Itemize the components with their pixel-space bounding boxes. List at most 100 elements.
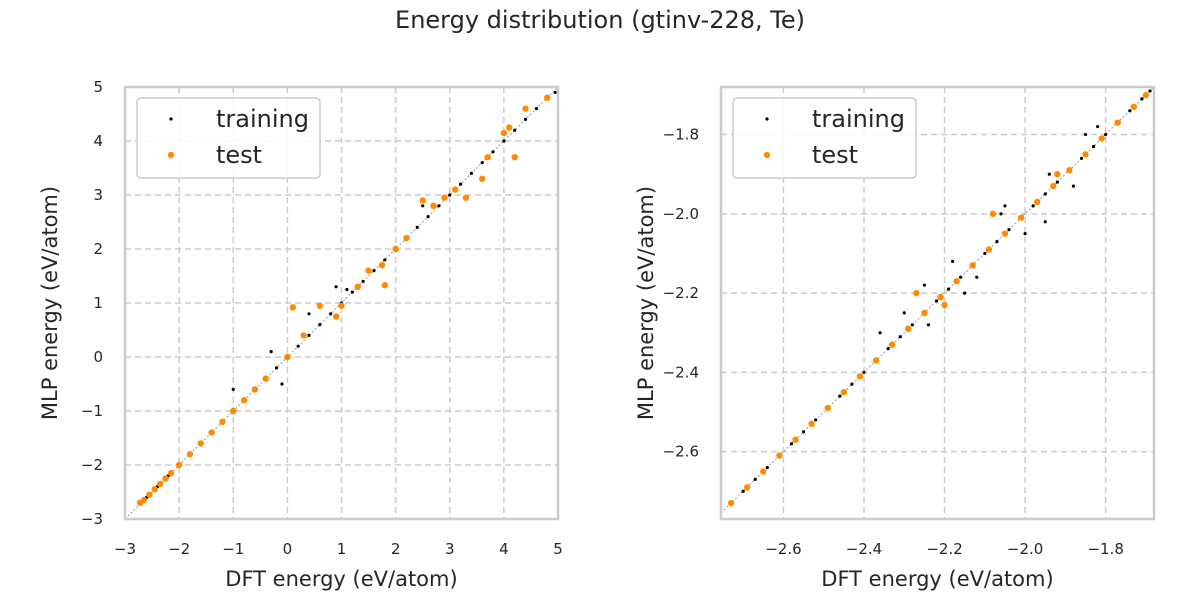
- training-point: [898, 335, 902, 339]
- test-point: [913, 289, 920, 297]
- training-point: [350, 290, 354, 294]
- training-point: [975, 275, 979, 279]
- training-point: [329, 312, 333, 316]
- test-point: [162, 475, 169, 482]
- test-point: [840, 388, 848, 396]
- diagonal-reference-line: [720, 86, 1155, 514]
- training-point: [448, 193, 452, 197]
- test-point: [403, 235, 410, 242]
- figure-title: Energy distribution (gtinv-228, Te): [395, 6, 805, 34]
- test-point: [905, 325, 912, 332]
- training-point: [934, 299, 939, 303]
- training-point: [910, 323, 914, 327]
- y-tick-label: 2: [93, 240, 103, 258]
- training-point: [789, 442, 794, 446]
- legend-label-test: test: [812, 141, 858, 169]
- training-point: [995, 239, 999, 244]
- training-point: [1043, 192, 1047, 196]
- test-point: [1033, 198, 1041, 206]
- training-point: [838, 394, 842, 398]
- test-point: [743, 484, 751, 491]
- training-point: [1023, 232, 1027, 236]
- training-point: [361, 279, 365, 283]
- test-point: [151, 486, 158, 493]
- training-point: [534, 107, 538, 111]
- training-point: [491, 150, 495, 154]
- training-point: [878, 331, 882, 335]
- test-point: [500, 129, 508, 137]
- training-point: [922, 283, 927, 287]
- series-test: [136, 94, 551, 506]
- training-point: [1091, 144, 1096, 149]
- x-tick-label: −2.6: [765, 540, 801, 558]
- legend-box: [136, 97, 321, 179]
- legend-marker-training: [169, 117, 173, 121]
- training-point: [502, 139, 506, 143]
- test-point: [175, 461, 183, 469]
- training-point: [231, 387, 235, 391]
- training-point: [951, 259, 955, 263]
- training-point: [959, 275, 963, 279]
- test-point: [338, 302, 345, 309]
- training-point: [523, 117, 528, 121]
- training-point: [437, 204, 441, 208]
- test-point: [1114, 119, 1121, 126]
- y-axis-label: MLP energy (eV/atom): [38, 186, 62, 420]
- y-tick-label: −2.6: [663, 443, 699, 461]
- training-point: [480, 161, 484, 165]
- test-point: [941, 301, 948, 309]
- test-point: [1017, 214, 1025, 221]
- training-point: [753, 477, 757, 481]
- training-point: [318, 323, 322, 327]
- legend-marker-test: [167, 151, 175, 159]
- training-point: [741, 489, 745, 493]
- training-point: [862, 370, 866, 374]
- x-tick-label: −2: [168, 540, 190, 558]
- test-point: [156, 480, 164, 488]
- test-point: [511, 154, 518, 161]
- training-point: [458, 182, 463, 186]
- training-point: [850, 382, 854, 386]
- training-point: [280, 382, 284, 386]
- training-point: [814, 418, 818, 422]
- test-point: [208, 429, 215, 436]
- training-point: [1148, 89, 1152, 93]
- test-point: [856, 373, 864, 380]
- x-tick-label: 1: [337, 540, 347, 558]
- plot-frame: [719, 85, 1156, 521]
- test-point: [284, 353, 291, 361]
- left-panel: −3 −2 −1 0 1 2 3 4 5 −3 −2 −1 0 1 2 3 4 5 DFT energy (eV/a…: [38, 78, 563, 591]
- x-tick-label: −1: [222, 540, 244, 558]
- training-point: [1007, 228, 1011, 232]
- training-point: [1128, 109, 1132, 113]
- test-point: [251, 386, 259, 393]
- test-point: [506, 124, 513, 131]
- x-tick-label: 2: [391, 540, 401, 558]
- x-tick-label: −2.2: [926, 540, 962, 558]
- test-point: [760, 468, 767, 475]
- test-point: [1130, 103, 1138, 111]
- y-tick-label: −2.2: [663, 284, 699, 302]
- test-point: [354, 283, 361, 290]
- test-point: [953, 278, 960, 285]
- test-point: [969, 262, 976, 269]
- test-point: [289, 304, 296, 311]
- training-point: [269, 350, 273, 354]
- training-point: [1096, 125, 1100, 129]
- x-tick-label: 3: [445, 540, 455, 558]
- test-point: [937, 293, 944, 301]
- test-point: [140, 496, 148, 504]
- test-point: [240, 397, 248, 404]
- y-tick-label: −3: [81, 510, 103, 528]
- x-axis-label: DFT energy (eV/atom): [821, 567, 1053, 591]
- y-tick-label: −2.4: [663, 363, 699, 381]
- test-point: [230, 407, 237, 415]
- test-point: [430, 202, 437, 209]
- training-point: [886, 346, 890, 351]
- test-point: [419, 197, 426, 204]
- test-point: [776, 452, 783, 459]
- test-point: [808, 420, 815, 428]
- y-tick-label: −2.0: [663, 205, 699, 223]
- legend-box: [732, 97, 917, 179]
- legend-label-training: training: [812, 105, 905, 133]
